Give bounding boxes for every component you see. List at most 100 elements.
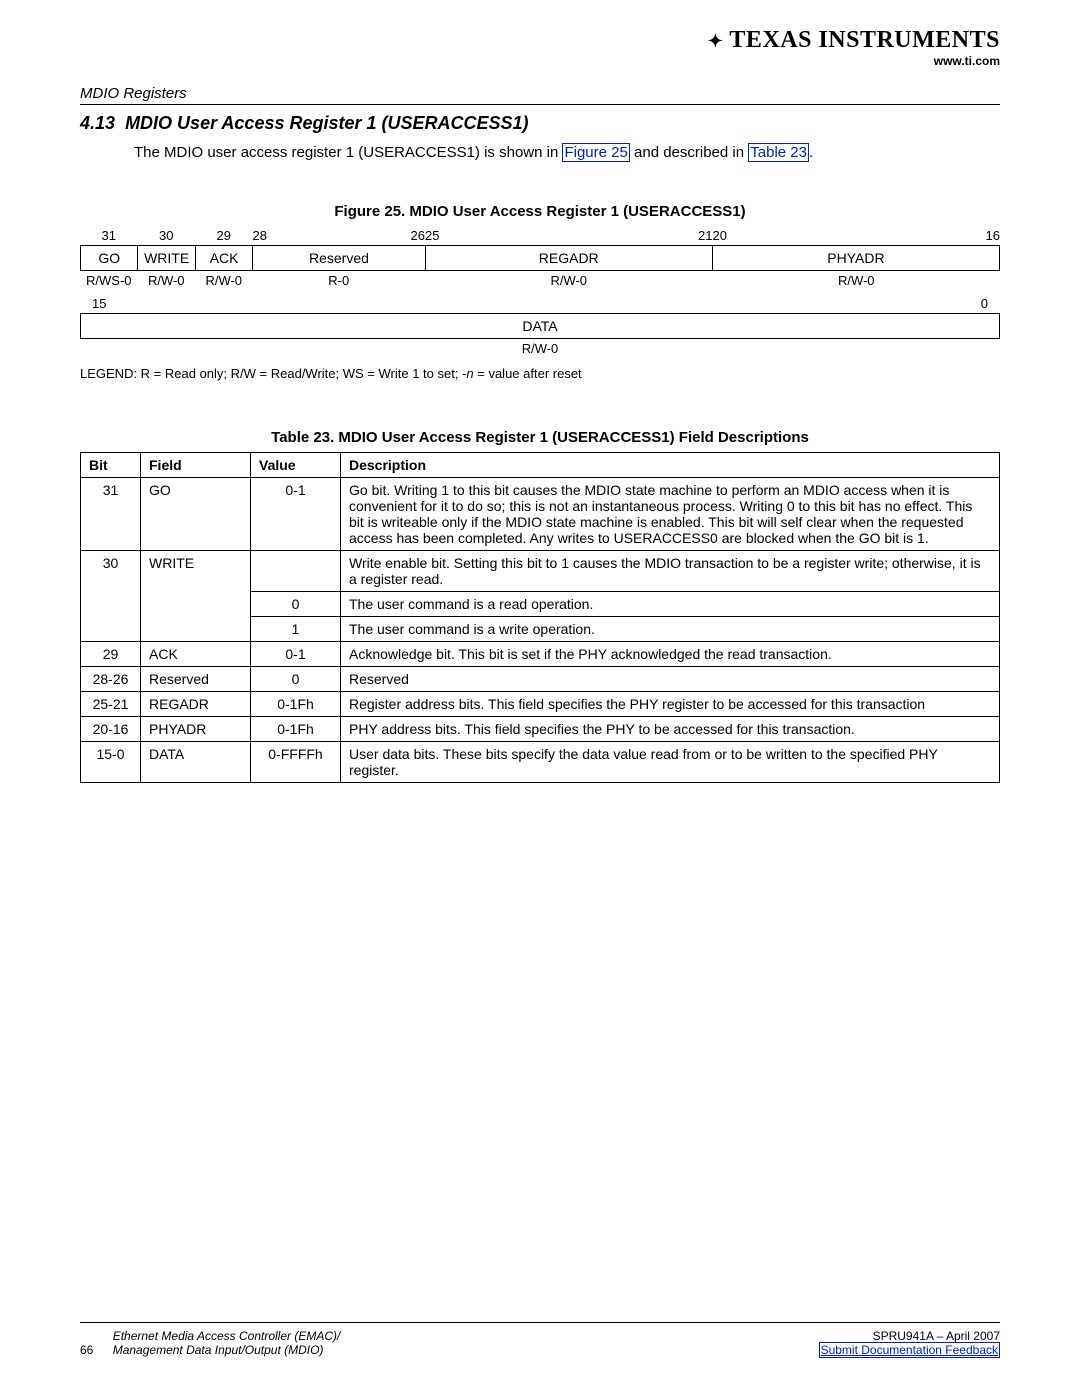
bit-29: 29 <box>195 226 253 245</box>
cell-value: 1 <box>251 617 341 642</box>
bit-21: 21 <box>655 226 713 245</box>
field-write: WRITE <box>138 246 195 271</box>
table-row: 20-16 PHYADR 0-1Fh PHY address bits. Thi… <box>81 717 1000 742</box>
logo-chip-icon: ✦ <box>708 31 724 51</box>
rw-row1: R/WS-0 R/W-0 R/W-0 R-0 R/W-0 R/W-0 <box>80 271 1000 290</box>
bit-30: 30 <box>138 226 196 245</box>
table-row: 1 The user command is a write operation. <box>81 617 1000 642</box>
footer-right: SPRU941A – April 2007 Submit Documentati… <box>819 1329 1000 1357</box>
bit-0: 0 <box>540 294 1000 313</box>
logo-brand-text: TEXAS INSTRUMENTS <box>729 27 1000 53</box>
table-body: 31 GO 0-1 Go bit. Writing 1 to this bit … <box>81 478 1000 783</box>
cell-desc: User data bits. These bits specify the d… <box>341 742 1000 783</box>
cell-bit: 30 <box>81 551 141 592</box>
logo-url[interactable]: www.ti.com <box>708 54 1000 68</box>
section-title: 4.13 MDIO User Access Register 1 (USERAC… <box>80 113 1000 134</box>
field-data: DATA <box>81 314 1000 339</box>
cell-value: 0-FFFFh <box>251 742 341 783</box>
rw-row2: R/W-0 <box>80 339 1000 358</box>
field-row2: DATA <box>80 313 1000 339</box>
bit-numbers-row2: 15 0 <box>80 294 1000 313</box>
cell-field: Reserved <box>141 667 251 692</box>
cell-desc: Register address bits. This field specif… <box>341 692 1000 717</box>
cell-field <box>141 592 251 617</box>
cell-field: REGADR <box>141 692 251 717</box>
field-row1: GO WRITE ACK Reserved REGADR PHYADR <box>80 245 1000 271</box>
cell-desc: Go bit. Writing 1 to this bit causes the… <box>341 478 1000 551</box>
legend-suffix: = value after reset <box>474 366 582 381</box>
cell-bit: 31 <box>81 478 141 551</box>
th-desc: Description <box>341 453 1000 478</box>
rw-go: R/WS-0 <box>80 271 138 290</box>
cell-field: DATA <box>141 742 251 783</box>
cell-bit: 25-21 <box>81 692 141 717</box>
cell-desc: Acknowledge bit. This bit is set if the … <box>341 642 1000 667</box>
feedback-link[interactable]: Submit Documentation Feedback <box>819 1342 1000 1358</box>
table-row: 0 The user command is a read operation. <box>81 592 1000 617</box>
cell-bit <box>81 592 141 617</box>
cell-value: 0-1Fh <box>251 717 341 742</box>
intro-mid: and described in <box>630 144 748 161</box>
footer-doc-title: Ethernet Media Access Controller (EMAC)/… <box>113 1329 341 1357</box>
legend-prefix: LEGEND: R = Read only; R/W = Read/Write;… <box>80 366 466 381</box>
cell-value: 0-1 <box>251 478 341 551</box>
cell-bit: 28-26 <box>81 667 141 692</box>
bit-16: 16 <box>943 226 1001 245</box>
th-value: Value <box>251 453 341 478</box>
cell-value <box>251 551 341 592</box>
field-phyadr: PHYADR <box>712 246 999 271</box>
cell-desc: The user command is a read operation. <box>341 592 1000 617</box>
footer-title-line1: Ethernet Media Access Controller (EMAC)/ <box>113 1329 341 1343</box>
table-link[interactable]: Table 23 <box>748 143 809 162</box>
bit-25: 25 <box>425 226 483 245</box>
table-header-row: Bit Field Value Description <box>81 453 1000 478</box>
section-number: 4.13 <box>80 113 115 133</box>
logo-brand: ✦ TEXAS INSTRUMENTS <box>708 30 1000 52</box>
page-number: 66 <box>80 1343 93 1357</box>
cell-desc: PHY address bits. This field specifies t… <box>341 717 1000 742</box>
th-field: Field <box>141 453 251 478</box>
field-go: GO <box>81 246 138 271</box>
rw-data: R/W-0 <box>80 339 1000 358</box>
field-reserved: Reserved <box>253 246 425 271</box>
table-caption: Table 23. MDIO User Access Register 1 (U… <box>80 429 1000 446</box>
cell-value: 0 <box>251 667 341 692</box>
cell-bit <box>81 617 141 642</box>
field-description-table: Bit Field Value Description 31 GO 0-1 Go… <box>80 452 1000 783</box>
cell-field <box>141 617 251 642</box>
bit-26: 26 <box>368 226 426 245</box>
bit-20: 20 <box>713 226 771 245</box>
intro-before: The MDIO user access register 1 (USERACC… <box>134 144 562 161</box>
cell-desc: The user command is a write operation. <box>341 617 1000 642</box>
table-row: 31 GO 0-1 Go bit. Writing 1 to this bit … <box>81 478 1000 551</box>
cell-field: PHYADR <box>141 717 251 742</box>
intro-after: . <box>809 144 813 161</box>
th-bit: Bit <box>81 453 141 478</box>
cell-desc: Reserved <box>341 667 1000 692</box>
legend: LEGEND: R = Read only; R/W = Read/Write;… <box>80 366 1000 381</box>
table-row: 30 WRITE Write enable bit. Setting this … <box>81 551 1000 592</box>
logo: ✦ TEXAS INSTRUMENTS www.ti.com <box>708 30 1000 68</box>
page: ✦ TEXAS INSTRUMENTS www.ti.com MDIO Regi… <box>0 0 1080 1397</box>
rw-ack: R/W-0 <box>195 271 253 290</box>
cell-bit: 15-0 <box>81 742 141 783</box>
rw-phyadr: R/W-0 <box>713 271 1001 290</box>
cell-value: 0 <box>251 592 341 617</box>
figure-link[interactable]: Figure 25 <box>562 143 629 162</box>
legend-italic: n <box>466 366 473 381</box>
table-row: 25-21 REGADR 0-1Fh Register address bits… <box>81 692 1000 717</box>
figure-caption: Figure 25. MDIO User Access Register 1 (… <box>80 203 1000 220</box>
table-row: 28-26 Reserved 0 Reserved <box>81 667 1000 692</box>
cell-bit: 29 <box>81 642 141 667</box>
cell-bit: 20-16 <box>81 717 141 742</box>
register-layout: 31 30 29 28 26 25 21 20 16 GO WR <box>80 226 1000 381</box>
footer: 66 Ethernet Media Access Controller (EMA… <box>80 1322 1000 1357</box>
bit-numbers-row1: 31 30 29 28 26 25 21 20 16 <box>80 226 1000 245</box>
cell-field: WRITE <box>141 551 251 592</box>
field-ack: ACK <box>195 246 252 271</box>
table-row: 29 ACK 0-1 Acknowledge bit. This bit is … <box>81 642 1000 667</box>
bit-31: 31 <box>80 226 138 245</box>
footer-title-line2: Management Data Input/Output (MDIO) <box>113 1343 324 1357</box>
rw-reserved: R-0 <box>253 271 426 290</box>
bit-15: 15 <box>80 294 540 313</box>
